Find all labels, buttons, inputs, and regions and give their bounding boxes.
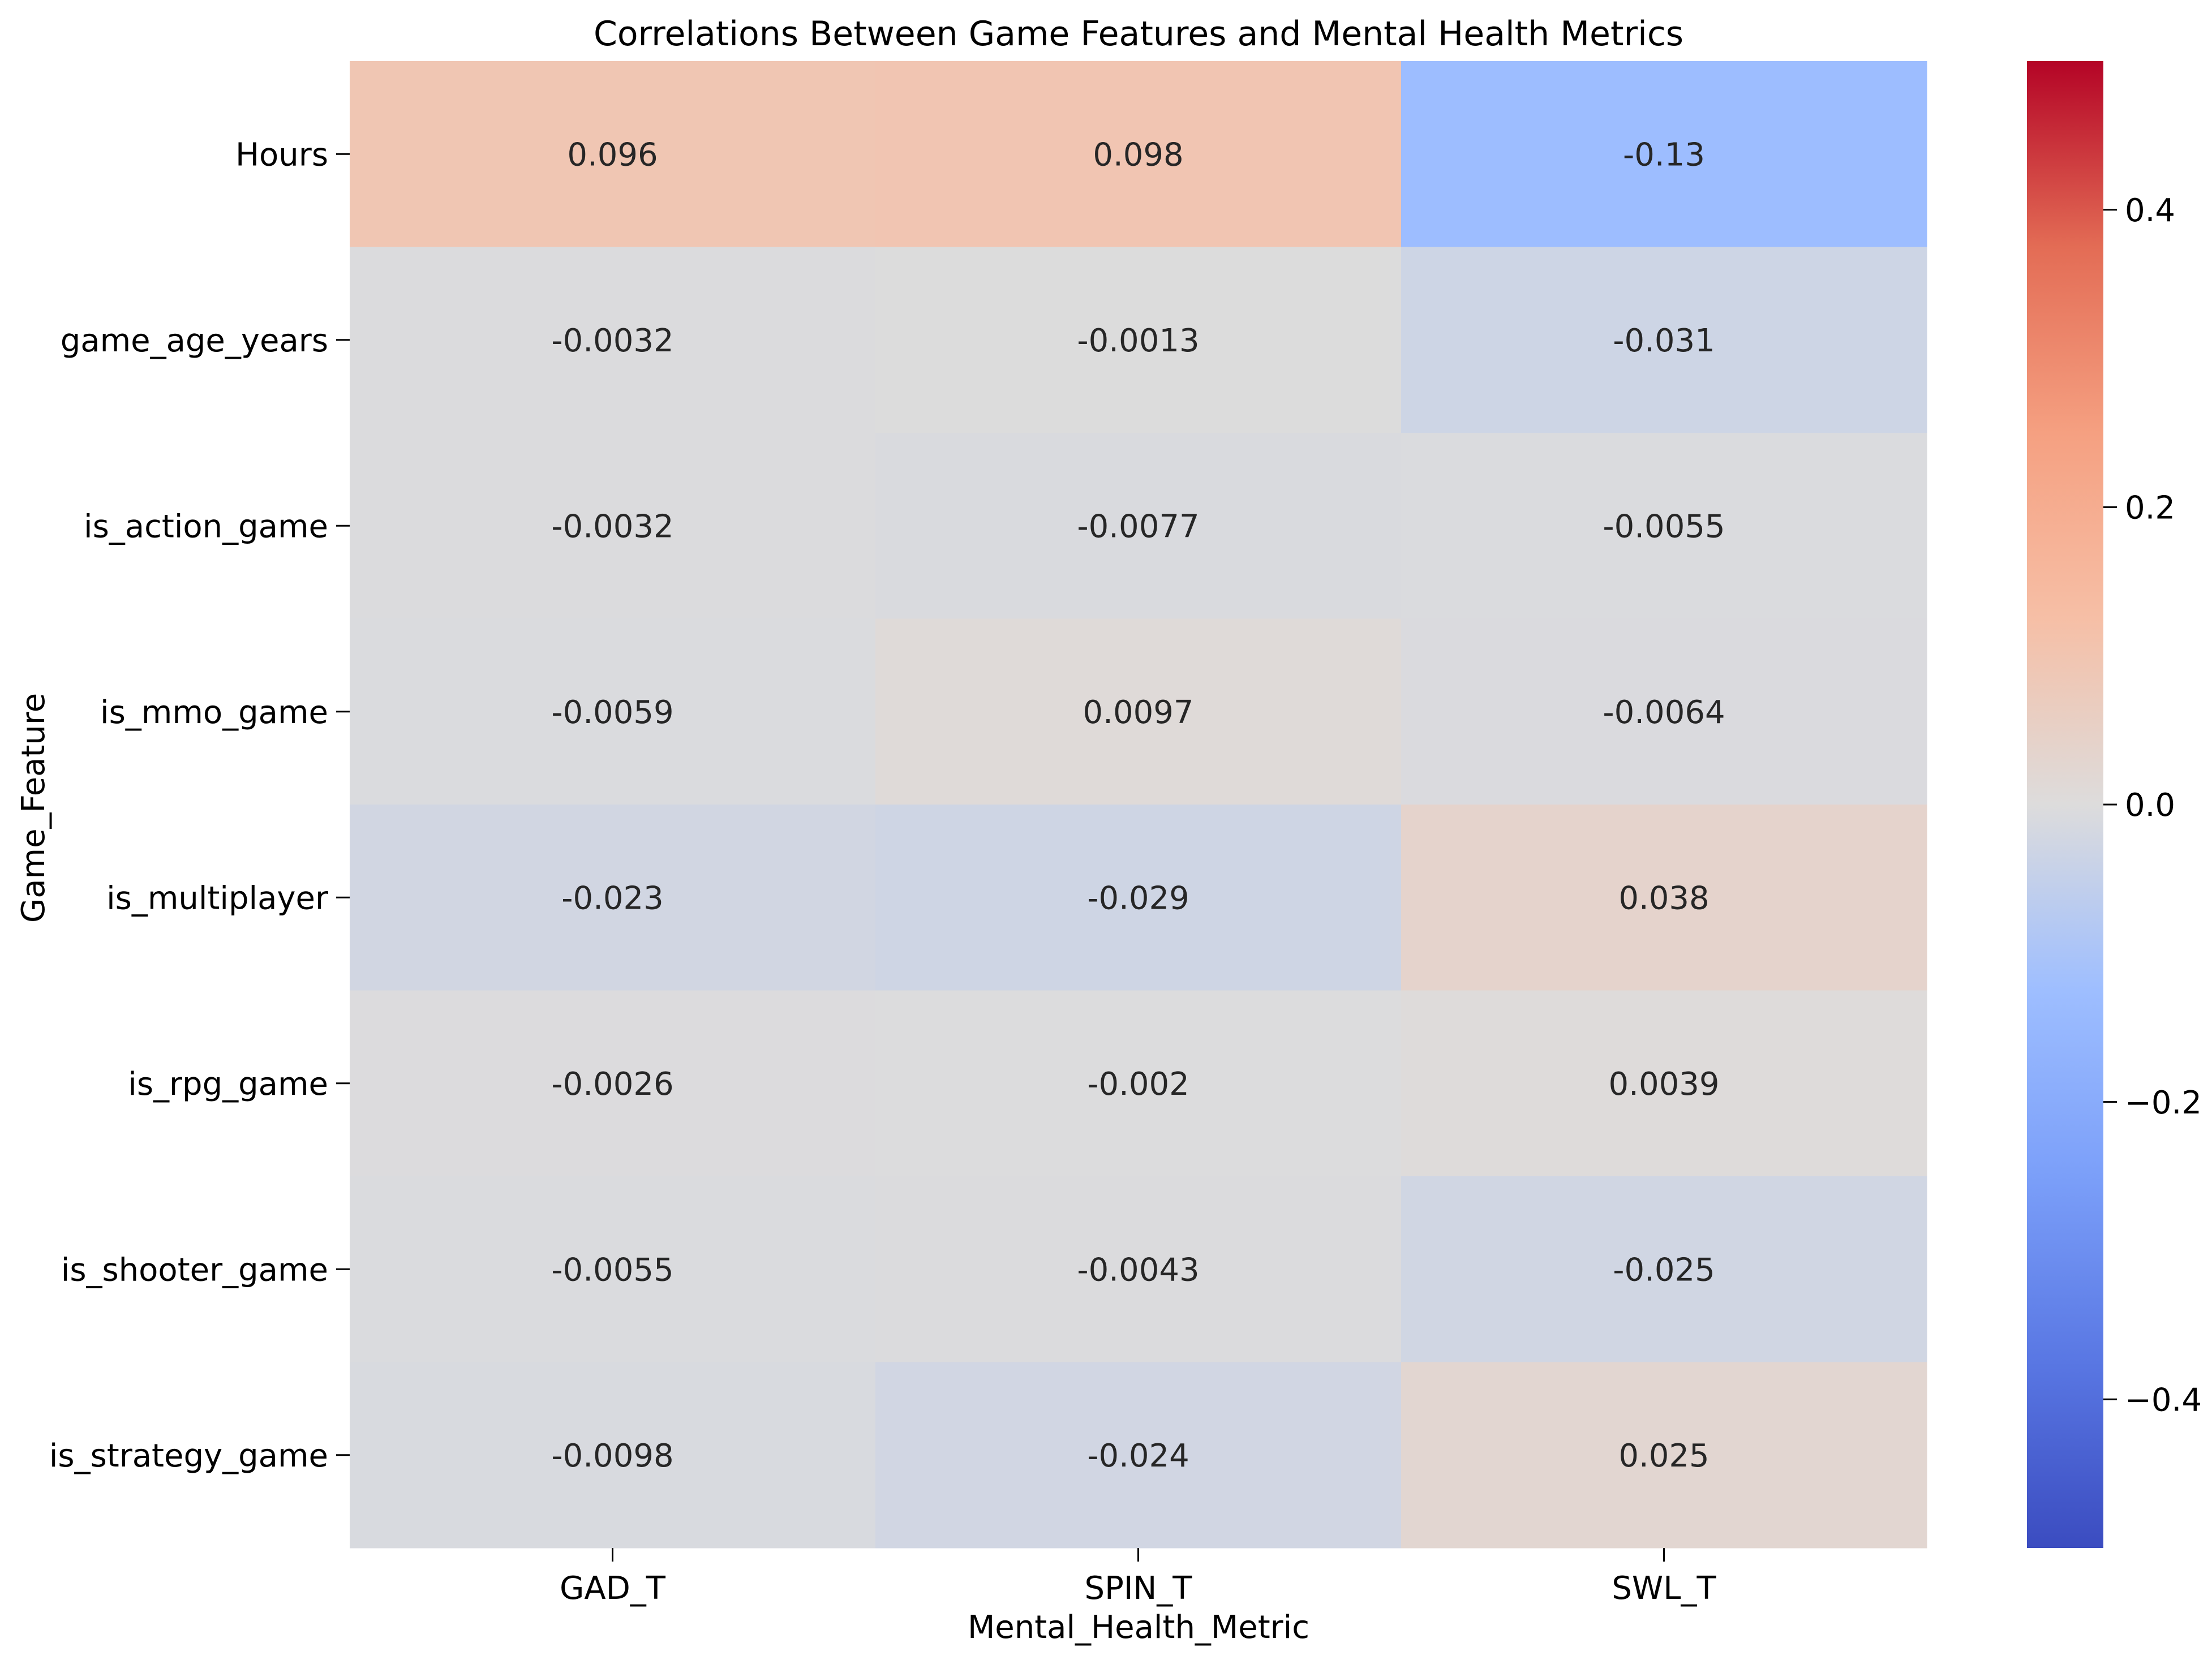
y-tick-label: Hours	[235, 136, 328, 173]
heatmap-cell	[350, 1362, 876, 1549]
x-tick-label: GAD_T	[560, 1570, 666, 1607]
y-tick-label: is_strategy_game	[49, 1438, 328, 1474]
cell-value-label: -0.0026	[551, 1066, 673, 1103]
cell-value-label: 0.038	[1618, 880, 1709, 917]
colorbar-tick-label: −0.2	[2125, 1085, 2202, 1121]
x-tick-label: SWL_T	[1612, 1570, 1716, 1607]
heatmap-cell	[350, 433, 876, 619]
chart-title: Correlations Between Game Features and M…	[594, 14, 1683, 54]
y-tick-label: is_action_game	[84, 508, 328, 545]
cell-value-label: -0.023	[561, 880, 664, 917]
y-tick-label: is_mmo_game	[100, 694, 328, 731]
colorbar-tick-label: 0.2	[2125, 490, 2175, 527]
heatmap-cell	[1401, 1176, 1927, 1362]
cell-value-label: -0.0013	[1077, 322, 1199, 359]
cell-value-label: 0.0039	[1609, 1066, 1720, 1103]
x-tick-label: SPIN_T	[1085, 1570, 1193, 1607]
colorbar	[2027, 61, 2103, 1548]
cell-value-label: -0.13	[1623, 136, 1705, 173]
cell-value-label: 0.096	[567, 136, 658, 173]
y-axis-ticks: Hours game_age_years is_action_game is_mmo_…	[49, 136, 350, 1474]
y-axis-label: Game_Feature	[15, 693, 52, 923]
heatmap-cell	[1401, 433, 1927, 619]
cell-value-label: -0.024	[1087, 1438, 1189, 1474]
heatmap-cell	[350, 247, 876, 433]
heatmap-cell	[350, 1176, 876, 1362]
cell-value-label: 0.025	[1618, 1438, 1709, 1474]
heatmap-cell	[875, 247, 1402, 433]
cell-value-label: 0.0097	[1083, 694, 1194, 731]
heatmap-cell	[875, 1362, 1402, 1549]
heatmap-cell	[1401, 61, 1927, 247]
heatmap-cell	[875, 61, 1402, 247]
cell-value-label: -0.0032	[551, 322, 673, 359]
y-tick-label: game_age_years	[61, 322, 328, 359]
cell-value-label: -0.0098	[551, 1438, 673, 1474]
y-tick-label: is_multiplayer	[106, 880, 329, 917]
colorbar-tick-label: 0.0	[2125, 787, 2175, 824]
heatmap-cell	[1401, 1362, 1927, 1549]
cell-value-label: -0.0055	[551, 1252, 673, 1288]
colorbar-tick-label: 0.4	[2125, 192, 2175, 229]
cell-value-label: -0.0077	[1077, 508, 1199, 545]
y-tick-label: is_rpg_game	[128, 1066, 328, 1103]
heatmap-cell	[350, 805, 876, 991]
heatmap-cell	[1401, 805, 1927, 991]
heatmap-cell	[1401, 990, 1927, 1177]
colorbar-ticks: 0.4 0.2 0.0 −0.2 −0.4	[2103, 192, 2202, 1418]
heatmap-cell	[350, 618, 876, 805]
cell-value-label: 0.098	[1093, 136, 1183, 173]
heatmap-cell-labels: 0.096 0.098 -0.13 -0.0032 -0.0013 -0.031 -0.00…	[551, 136, 1725, 1474]
cell-value-label: -0.002	[1087, 1066, 1189, 1103]
cell-value-label: -0.025	[1613, 1252, 1715, 1288]
cell-value-label: -0.0064	[1603, 694, 1725, 731]
heatmap-cell	[1401, 247, 1927, 433]
colorbar-tick-label: −0.4	[2125, 1382, 2202, 1418]
y-tick-label: is_shooter_game	[61, 1252, 328, 1288]
heatmap-cell	[875, 1176, 1402, 1362]
heatmap-cell	[875, 990, 1402, 1177]
heatmap-cell	[350, 990, 876, 1177]
cell-value-label: -0.0059	[551, 694, 673, 731]
cell-value-label: -0.031	[1613, 322, 1715, 359]
heatmap-cell	[1401, 618, 1927, 805]
cell-value-label: -0.029	[1087, 880, 1189, 917]
heatmap-cell	[875, 433, 1402, 619]
cell-value-label: -0.0043	[1077, 1252, 1199, 1288]
heatmap-cell	[875, 805, 1402, 991]
heatmap-cell	[875, 618, 1402, 805]
cell-value-label: -0.0032	[551, 508, 673, 545]
heatmap-cell	[350, 61, 876, 247]
x-axis-label: Mental_Health_Metric	[968, 1609, 1309, 1646]
x-axis-ticks: GAD_T SPIN_T SWL_T	[560, 1548, 1716, 1607]
heatmap-cells	[350, 61, 1927, 1549]
cell-value-label: -0.0055	[1603, 508, 1725, 545]
